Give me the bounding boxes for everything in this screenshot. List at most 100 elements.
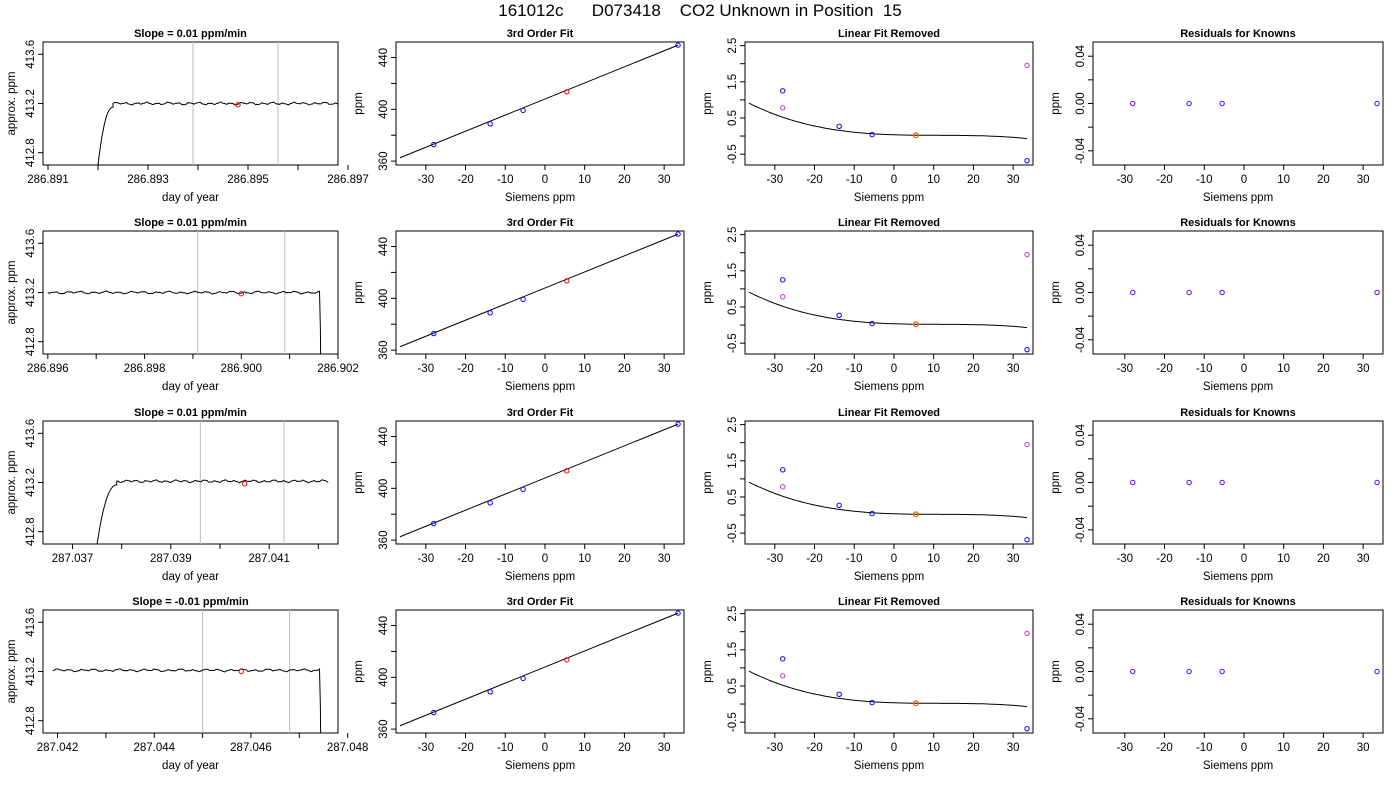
r2c0-x-tick-label: 287.037	[52, 553, 94, 565]
r0c3-residual-point	[1374, 100, 1380, 107]
r1c1-plot-area	[399, 231, 681, 348]
r1c1-known-point	[520, 296, 526, 303]
r2c2-y-axis-label: ppm	[702, 471, 714, 493]
r2c2-x-tick-label: 0	[891, 553, 897, 565]
r1c3-x-axis-label: Siemens ppm	[1203, 381, 1273, 393]
r1c2-x-tick-label: -30	[766, 363, 783, 375]
r3c0-x-tick-label: 287.042	[37, 742, 79, 754]
r2c2-x-tick-label: 10	[927, 553, 940, 565]
r0c1-plot-frame	[395, 41, 685, 166]
r0c1-unknown-point	[564, 89, 570, 95]
r1c1-y-tick-label: 360	[378, 341, 390, 360]
r0c0-trace-line	[97, 101, 338, 165]
r3c1-known-point	[431, 709, 437, 716]
r1c0-x-tick-label: 286.898	[124, 363, 166, 375]
r1c3-x-tick-label: 10	[1277, 363, 1290, 375]
r1c0-unknown-point	[238, 291, 244, 297]
r2c0-x-tick-label: 287.039	[150, 553, 192, 565]
r3c1-y-tick-label: 440	[378, 616, 390, 635]
r0c2-unknown-point	[912, 132, 919, 139]
r2c1-y-tick-label: 400	[378, 479, 390, 498]
r2c2-y-tick-label: 1.5	[727, 453, 739, 469]
r1c3-x-tick-label: -20	[1156, 363, 1173, 375]
r2c1-y-tick-label: 360	[378, 531, 390, 550]
r1c2-known-point	[836, 312, 842, 318]
r3c3-x-tick-label: -20	[1156, 742, 1173, 754]
r3c2-known-point	[836, 691, 842, 697]
r0c2-x-tick-label: 10	[927, 174, 940, 186]
r1c1-y-tick-label: 440	[378, 237, 390, 256]
r2c2-y-tick-label: -0.5	[727, 523, 739, 543]
r1c2-known-point	[1024, 346, 1030, 353]
r2c1-y-axis-label: ppm	[353, 471, 365, 493]
r3c1-panel-title: 3rd Order Fit	[507, 596, 574, 608]
r3c0-y-axis-label: approx. ppm	[6, 640, 18, 704]
r2c1-x-axis-label: Siemens ppm	[505, 571, 575, 583]
r2c2-known-point	[836, 502, 842, 508]
r3c3-y-axis-label: ppm	[1050, 660, 1062, 682]
r0c3-x-tick-label: -30	[1116, 174, 1133, 186]
r0c0-x-tick-label: 286.895	[227, 174, 269, 186]
r2c3-y-tick-label: 0.04	[1075, 423, 1087, 446]
r2c1-plot-area	[399, 421, 681, 538]
r1c2-x-tick-label: -20	[806, 363, 823, 375]
r1c0-trace-line	[47, 290, 322, 354]
figure-title: 161012c D073418 CO2 Unknown in Position …	[498, 1, 902, 20]
r2c2-panel-title: Linear Fit Removed	[838, 407, 940, 419]
r2c0-y-tick-label: 412.8	[25, 517, 37, 546]
r0c3-x-tick-label: 0	[1241, 174, 1247, 186]
r3c1-x-axis-label: Siemens ppm	[505, 760, 575, 772]
r0c3-y-tick-label: 0.00	[1075, 92, 1087, 114]
r3c1-x-tick-label: 30	[658, 742, 671, 754]
r0c2-x-tick-label: -10	[846, 174, 863, 186]
r1c1-y-tick-label: 400	[378, 289, 390, 308]
r1c2-y-axis-label: ppm	[702, 281, 714, 303]
r1c3-x-tick-label: 0	[1241, 363, 1247, 375]
r0c1-panel-title: 3rd Order Fit	[507, 28, 574, 40]
r3c2-panel-title: Linear Fit Removed	[838, 596, 940, 608]
r0c3-plot-area	[1130, 100, 1380, 107]
r2c3-plot-area	[1130, 479, 1380, 486]
r2c1-known-point	[520, 486, 526, 493]
r2c3-x-tick-label: -10	[1196, 553, 1213, 565]
r0c3-y-axis-label: ppm	[1050, 92, 1062, 114]
r2c1-fit-line	[399, 423, 679, 538]
r1c3-plot-frame	[1092, 230, 1384, 355]
r0c2-y-tick-label: 0.5	[727, 110, 739, 126]
r1c0-x-tick-label: 286.900	[220, 363, 262, 375]
r1c0-y-axis-label: approx. ppm	[6, 261, 18, 325]
r1c1-unknown-point	[564, 278, 570, 284]
r0c2-y-axis-label: ppm	[702, 92, 714, 114]
r3c1-known-point	[487, 689, 493, 695]
r0c1-y-tick-label: 360	[378, 152, 390, 171]
r2c3-panel-title: Residuals for Knowns	[1180, 407, 1296, 419]
r2c0-plot-area	[96, 421, 329, 544]
r3c2-x-axis-label: Siemens ppm	[854, 760, 924, 772]
r0c2-x-tick-label: 30	[1007, 174, 1020, 186]
r1c1-x-tick-label: 30	[658, 363, 671, 375]
r1c1-known-point	[487, 310, 493, 316]
r3c1-x-tick-label: -20	[457, 742, 474, 754]
r0c0-y-axis-label: approx. ppm	[6, 72, 18, 136]
r2c3-x-tick-label: -30	[1116, 553, 1133, 565]
r3c1-y-tick-label: 400	[378, 668, 390, 687]
r2c1-plot-frame	[395, 420, 685, 545]
r1c0-y-tick-label: 413.2	[25, 278, 37, 307]
r1c2-known-point	[869, 320, 875, 327]
r1c2-y-tick-label: 1.5	[727, 263, 739, 279]
r3c2-y-tick-label: 1.5	[727, 642, 739, 658]
r0c0-y-tick-label: 413.2	[25, 89, 37, 118]
r0c0-y-tick-label: 412.8	[25, 138, 37, 167]
r3c2-excluded-point	[1024, 630, 1030, 637]
r2c2-plot-area	[748, 441, 1030, 543]
r3c0-x-tick-label: 287.048	[327, 742, 369, 754]
r0c3-x-tick-label: 30	[1357, 174, 1370, 186]
r3c0-x-tick-label: 287.046	[230, 742, 272, 754]
r1c0-panel-title: Slope = 0.01 ppm/min	[134, 217, 247, 229]
r2c1-x-tick-label: -30	[417, 553, 434, 565]
r3c2-known-point	[869, 699, 875, 706]
r1c0-x-tick-label: 286.896	[27, 363, 69, 375]
r0c3-residual-point	[1186, 100, 1192, 107]
r1c3-residual-point	[1374, 289, 1380, 296]
r3c2-x-tick-label: -10	[846, 742, 863, 754]
